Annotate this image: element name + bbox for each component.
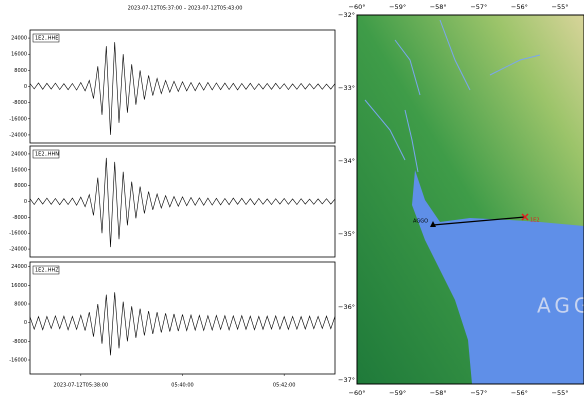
map-y-label: −37°	[338, 376, 355, 384]
waveform-trace	[29, 292, 336, 356]
y-tick-label: 16000	[11, 52, 27, 58]
station-marker	[430, 221, 436, 227]
map-x-label-bottom: −58°	[430, 389, 447, 397]
x-tick-label: 05:42:00	[273, 383, 295, 389]
y-tick-label: -16000	[9, 358, 27, 364]
waveform-trace	[29, 42, 336, 135]
y-tick-label: -24000	[9, 132, 27, 138]
y-tick-label: 16000	[11, 167, 27, 173]
y-tick-label: -24000	[9, 247, 27, 253]
map-frame	[356, 14, 584, 385]
y-tick-label: -16000	[9, 231, 27, 237]
x-tick-label: 2023-07-12T05:38:00	[54, 383, 109, 389]
map-x-label-bottom: −60°	[349, 389, 366, 397]
y-tick-label: 0	[24, 199, 27, 205]
map-y-label: −35°	[338, 230, 355, 238]
y-tick-label: 8000	[14, 68, 27, 74]
trace-label: 1E2..HHN	[35, 152, 59, 158]
event-label: 1E2	[530, 218, 540, 224]
y-tick-label: 24000	[11, 151, 27, 157]
figure-title: 2023-07-12T05:37:00 – 2023-07-12T05:43:0…	[128, 6, 243, 12]
map-x-label-top: −60°	[349, 3, 366, 11]
station-label: AGGO	[413, 219, 428, 225]
map-y-label: −36°	[338, 303, 355, 311]
map-x-label-bottom: −56°	[511, 389, 528, 397]
map-x-label-top: −59°	[389, 3, 406, 11]
map-y-label: −33°	[338, 84, 355, 92]
y-tick-label: -16000	[9, 116, 27, 122]
trace-label: 1E2..HHE	[35, 36, 58, 42]
x-tick-label: 05:40:00	[171, 383, 193, 389]
y-tick-label: 16000	[11, 283, 27, 289]
trace-label-box	[32, 265, 60, 275]
y-tick-label: 24000	[11, 264, 27, 270]
map-x-label-top: −57°	[470, 3, 487, 11]
y-tick-label: 24000	[11, 36, 27, 42]
map-y-label: −32°	[338, 11, 355, 19]
map-x-label-top: −58°	[430, 3, 447, 11]
map-x-label-bottom: −59°	[389, 389, 406, 397]
y-tick-label: 8000	[14, 302, 27, 308]
y-tick-label: -8000	[12, 100, 27, 106]
event-marker	[521, 213, 529, 221]
path-line	[432, 216, 526, 226]
y-tick-label: 0	[24, 84, 27, 90]
map-x-label-bottom: −55°	[552, 389, 569, 397]
y-tick-label: 8000	[14, 183, 27, 189]
map-x-label-bottom: −57°	[470, 389, 487, 397]
rivers	[364, 19, 541, 173]
map-x-label-top: −55°	[552, 3, 569, 11]
trace-label-box	[32, 33, 60, 43]
map-y-label: −34°	[338, 157, 355, 165]
trace-label-box	[32, 149, 60, 159]
waveform-trace	[29, 157, 336, 248]
trace-label: 1E2..HHZ	[35, 268, 59, 274]
watermark: AGG	[537, 294, 584, 318]
y-tick-label: -8000	[12, 339, 27, 345]
map-x-label-top: −56°	[511, 3, 528, 11]
y-tick-label: -8000	[12, 215, 27, 221]
y-tick-label: 0	[24, 320, 27, 326]
map: AGGO 1E2 AGG −60° −60° −59° −59° −58° −58° −57…	[338, 3, 584, 397]
